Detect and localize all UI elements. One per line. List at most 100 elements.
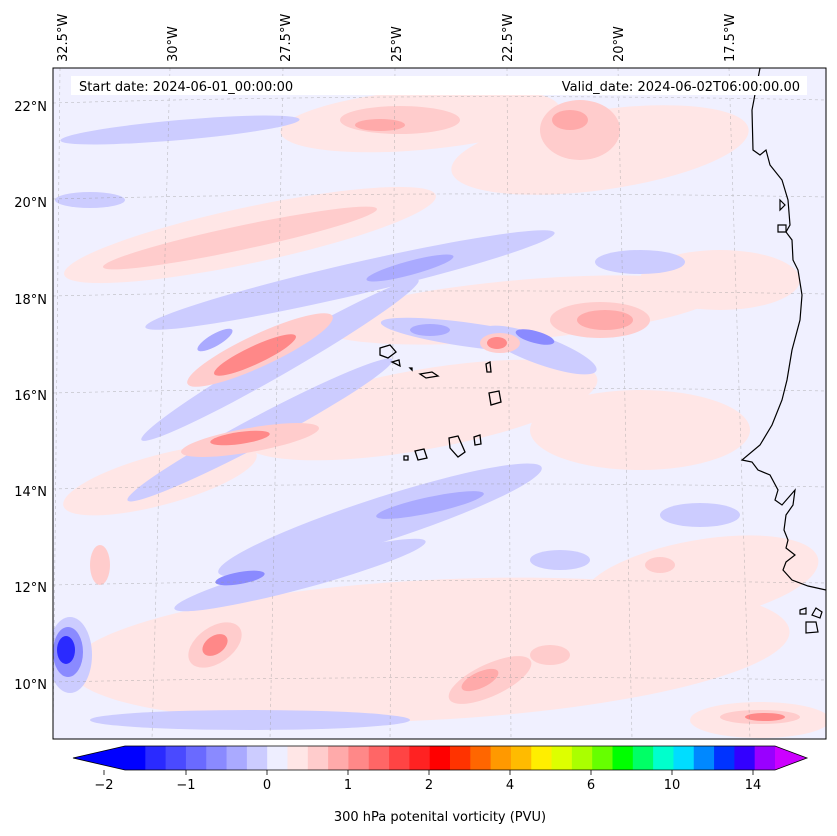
lat-label: 22°N (14, 100, 47, 115)
lon-label: 17.5°W (723, 14, 738, 62)
pv-blob (197, 328, 233, 352)
lat-label: 16°N (14, 389, 47, 404)
parallel (53, 580, 826, 586)
pv-blob (530, 645, 570, 665)
meridian (617, 68, 633, 739)
lon-label: 25°W (390, 26, 405, 62)
colorbar-segment (673, 746, 695, 770)
island-maio (473, 434, 482, 446)
meridian (151, 68, 171, 739)
pv-blob (515, 329, 555, 345)
colorbar-over-arrow (775, 746, 807, 770)
colorbar-segment (165, 746, 187, 770)
colorbar-segment (328, 746, 349, 770)
colorbar-segment (714, 746, 735, 770)
colorbar-segment (307, 746, 329, 770)
colorbar-segment (145, 746, 167, 770)
colorbar-segment (429, 746, 451, 770)
valid-date-label: Valid_date: 2024-06-02T06:00:00.00 (562, 80, 800, 95)
pv-blob (355, 119, 405, 131)
colorbar: −2 −1 0 1 2 4 6 10 14 300 hPa potenital vorticit… (72, 745, 809, 825)
colorbar-segment (450, 746, 471, 770)
parallel (53, 677, 826, 683)
island-fogo (414, 448, 428, 461)
pv-blob (461, 668, 499, 692)
pv-blob (540, 100, 620, 160)
lat-label: 20°N (14, 196, 47, 211)
pv-blob (242, 359, 598, 461)
pv-blob (218, 463, 542, 577)
colorbar-ticks (103, 770, 754, 775)
colorbar-under-arrow (73, 746, 125, 770)
coast-island (805, 621, 819, 634)
map-frame (52, 67, 827, 740)
colorbar-segment (490, 746, 512, 770)
coast-island (777, 224, 787, 233)
graticule (53, 68, 826, 739)
colorbar-segments (125, 746, 776, 770)
parallel (53, 483, 826, 490)
colorbar-segment (226, 746, 248, 770)
pv-blob (552, 110, 588, 130)
colorbar-segment (571, 746, 593, 770)
pv-blob (577, 310, 633, 330)
pv-blob (55, 192, 125, 208)
colorbar-tick-labels: −2 −1 0 1 2 4 6 10 14 (94, 778, 761, 793)
colorbar-tick-label: 10 (664, 778, 681, 793)
pv-blob (90, 710, 410, 730)
lon-label: 27.5°W (279, 14, 294, 62)
meridian (389, 68, 396, 739)
pv-blob (645, 557, 675, 573)
colorbar-segment (246, 746, 268, 770)
colorbar-segment (206, 746, 228, 770)
colorbar-segment (653, 746, 674, 770)
colorbar-segment (348, 746, 370, 770)
lat-label: 12°N (14, 581, 47, 596)
parallel (53, 387, 826, 394)
colorbar-segment (551, 746, 573, 770)
parallel (53, 96, 826, 104)
pv-blob (366, 254, 454, 282)
cape-verde-islands (379, 344, 502, 461)
pv-blob (57, 636, 75, 664)
colorbar-segment (368, 746, 390, 770)
pv-positive-core (202, 110, 785, 721)
start-date-label: Start date: 2024-06-01_00:00:00 (79, 80, 293, 95)
pv-blob (90, 545, 110, 585)
colorbar-outline (72, 745, 809, 771)
colorbar-segment (389, 746, 410, 770)
island-sal (485, 360, 492, 373)
coast-island (799, 607, 807, 615)
pv-blob (141, 279, 419, 441)
pv-blob (581, 535, 819, 625)
colorbar-segment (185, 746, 207, 770)
lat-label: 10°N (14, 678, 47, 693)
colorbar-tick-label: 1 (344, 778, 352, 793)
longitude-labels: 32.5°W 30°W 27.5°W 25°W 22.5°W 20°W 17.5… (56, 14, 738, 62)
pv-positive-broad (63, 87, 826, 738)
pv-field (53, 68, 826, 739)
colorbar-tick-label: 4 (506, 778, 514, 793)
coast-island (811, 607, 823, 619)
colorbar-segment (125, 746, 146, 770)
colorbar-tick-label: 14 (745, 778, 762, 793)
pv-blob (410, 324, 450, 336)
island-brava (403, 455, 409, 461)
pv-blob (215, 570, 265, 586)
pv-blob (145, 230, 555, 330)
colorbar-segment (510, 746, 532, 770)
colorbar-segment (531, 746, 553, 770)
colorbar-segment (734, 746, 756, 770)
island-santiago (448, 435, 466, 458)
lon-label: 32.5°W (56, 14, 71, 62)
pv-blob (376, 491, 484, 519)
colorbar-tick-label: 0 (263, 778, 271, 793)
pv-blob (202, 634, 228, 656)
lat-label: 18°N (14, 293, 47, 308)
colorbar-tick-label: 2 (425, 778, 433, 793)
island-santo-antao (379, 344, 397, 359)
colorbar-segment (754, 746, 776, 770)
meridian (269, 68, 284, 739)
pv-blob (210, 430, 270, 446)
